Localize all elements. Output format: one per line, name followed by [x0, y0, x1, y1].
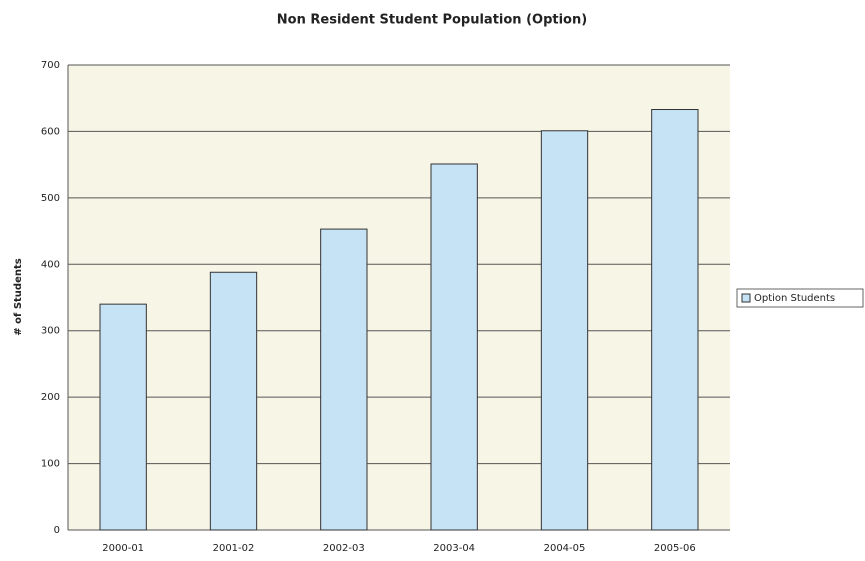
y-axis-label: # of Students: [13, 258, 24, 336]
y-tick-label: 100: [41, 459, 60, 470]
bar: [540, 130, 589, 531]
bar: [209, 271, 258, 531]
chart-title: Non Resident Student Population (Option): [277, 13, 587, 28]
legend-box: [736, 288, 864, 308]
x-tick-label: 2004-05: [544, 543, 586, 554]
legend-swatch: [741, 293, 751, 303]
x-tick-label: 2000-01: [102, 543, 144, 554]
y-tick-label: 700: [41, 60, 60, 71]
legend-label: Option Students: [754, 293, 835, 304]
y-tick-label: 200: [41, 392, 60, 403]
plot-area: [68, 65, 730, 530]
legend: [736, 288, 864, 308]
x-tick-label: 2005-06: [654, 543, 696, 554]
y-tick-label: 300: [41, 326, 60, 337]
x-tick-label: 2002-03: [323, 543, 365, 554]
y-tick-label: 400: [41, 259, 60, 270]
bar: [99, 303, 147, 531]
y-tick-label: 500: [41, 193, 60, 204]
bar: [430, 163, 478, 531]
bar: [651, 109, 699, 531]
y-tick-label: 0: [54, 525, 60, 536]
x-tick-label: 2003-04: [433, 543, 475, 554]
x-tick-label: 2001-02: [213, 543, 255, 554]
y-tick-label: 600: [41, 126, 60, 137]
bar: [320, 228, 368, 531]
